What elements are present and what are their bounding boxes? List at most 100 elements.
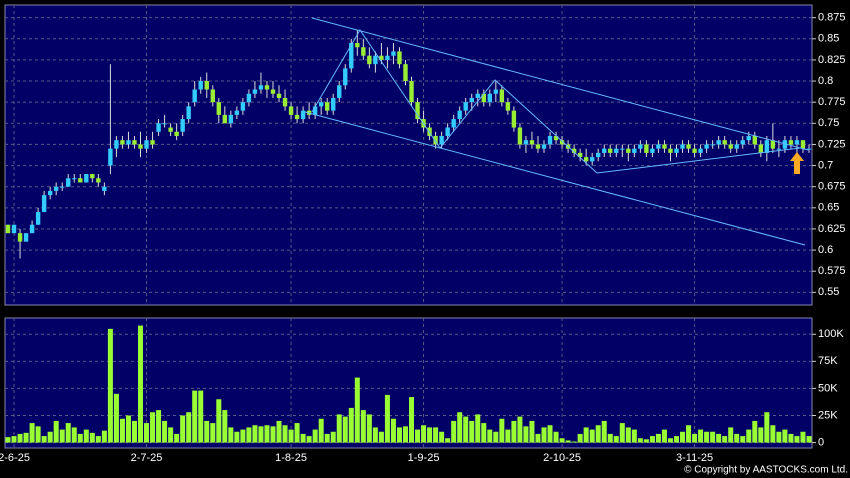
candle-body: [324, 102, 330, 111]
volume-bar: [523, 426, 529, 443]
volume-bar: [673, 436, 679, 443]
volume-bar: [800, 431, 806, 443]
candle-body: [84, 174, 89, 183]
candle-body: [294, 114, 300, 120]
x-tick-label: 2-7-25: [131, 452, 163, 464]
volume-bar: [716, 433, 722, 443]
candle-body: [23, 233, 29, 242]
candle-body: [288, 106, 294, 115]
candle-body: [222, 114, 228, 124]
volume-bar: [421, 425, 427, 443]
volume-bar: [559, 438, 565, 443]
candle-body: [469, 97, 474, 103]
volume-bar: [252, 425, 258, 443]
volume-bar: [469, 420, 475, 443]
volume-bar: [710, 431, 716, 443]
volume-bar: [174, 433, 180, 443]
volume-bar: [138, 325, 144, 443]
volume-bar: [661, 429, 667, 443]
candle-body: [216, 102, 221, 115]
candle-body: [90, 174, 95, 179]
volume-bar: [625, 427, 631, 443]
candle-body: [541, 144, 547, 149]
candle-body: [312, 106, 318, 115]
candle-body: [331, 97, 336, 111]
candle-body: [445, 127, 450, 136]
volume-bar: [481, 423, 487, 443]
volume-bar: [330, 431, 336, 443]
candle-body: [608, 148, 613, 153]
volume-bar: [150, 412, 156, 443]
candle-body: [66, 178, 71, 187]
volume-bar: [806, 436, 812, 443]
volume-bar: [758, 427, 764, 443]
volume-bar: [601, 420, 607, 443]
candle-body: [716, 140, 721, 145]
volume-bar: [649, 436, 655, 443]
candle-body: [409, 81, 414, 103]
volume-bar: [445, 438, 451, 443]
volume-bar: [740, 436, 746, 443]
candle-body: [162, 123, 167, 125]
y-tick-label: 0.6: [818, 244, 833, 256]
candle-body: [620, 148, 625, 150]
volume-bar: [680, 431, 686, 443]
volume-bar: [192, 390, 198, 443]
y-tick-label: 0.8: [818, 75, 833, 87]
volume-bar: [65, 423, 71, 443]
y-tick-label: 0.875: [818, 12, 846, 24]
candle-body: [559, 140, 565, 145]
candle-body: [770, 140, 776, 149]
volume-bar: [499, 418, 505, 443]
candle-body: [596, 152, 601, 158]
candle-body: [680, 144, 685, 149]
candle-body: [463, 102, 468, 111]
candle-body: [764, 140, 770, 153]
y-tick-label: 100K: [818, 328, 844, 340]
candle-body: [523, 140, 529, 145]
volume-bar: [23, 432, 29, 443]
candle-body: [475, 93, 480, 98]
volume-bar: [246, 427, 252, 443]
volume-bar: [107, 328, 113, 443]
candle-body: [29, 224, 35, 234]
candle-body: [481, 93, 486, 103]
volume-bar: [433, 427, 439, 443]
volume-bar: [493, 431, 499, 443]
candle-body: [144, 140, 149, 149]
candle-body: [138, 144, 143, 149]
zigzag: [311, 29, 801, 174]
volume-bar: [547, 425, 553, 443]
y-tick-label: 0.575: [818, 265, 846, 277]
y-tick-label: 50K: [818, 382, 838, 394]
price-panel: [4, 4, 813, 306]
volume-bar: [571, 441, 577, 443]
plot-layer: 2-6-25 2-7-25 1-8-25 1-9-25 2-10-25 3-11-25 0.…: [0, 5, 846, 464]
volume-bar: [637, 438, 643, 443]
candle-body: [439, 135, 444, 145]
volume-bar: [402, 426, 408, 443]
volume-bar: [463, 416, 469, 443]
x-tick-label: 3-11-25: [676, 452, 713, 464]
y-tick-label: 75K: [818, 355, 838, 367]
candle-body: [686, 144, 691, 149]
candle-body: [168, 127, 173, 132]
volume-bar: [776, 431, 782, 443]
candle-body: [114, 140, 119, 149]
volume-bar: [216, 399, 222, 443]
candle-body: [397, 51, 402, 65]
volume-bar: [589, 429, 595, 443]
volume-bar: [619, 423, 625, 443]
volume-bar: [53, 420, 59, 443]
candle-body: [535, 144, 541, 149]
volume-bar: [752, 420, 758, 443]
candle-body: [78, 178, 83, 183]
volume-bar: [782, 429, 788, 443]
candle-body: [120, 140, 125, 145]
volume-bar: [258, 426, 264, 443]
candle-body: [626, 148, 631, 153]
candle-body: [589, 157, 595, 162]
candle-body: [577, 152, 583, 158]
volume-bar: [415, 429, 421, 443]
